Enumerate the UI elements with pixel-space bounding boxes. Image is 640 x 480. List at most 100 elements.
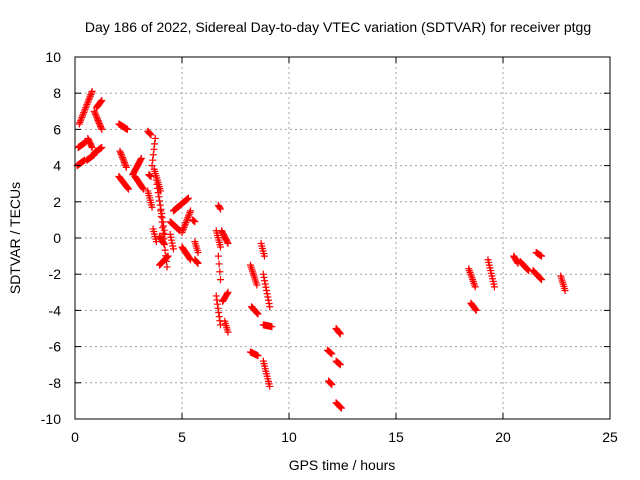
data-point <box>266 303 274 311</box>
data-point <box>538 276 546 284</box>
data-point <box>157 212 165 220</box>
data-point <box>117 150 125 158</box>
data-point <box>327 380 335 388</box>
data-point <box>80 109 88 117</box>
data-point <box>150 145 158 153</box>
data-point <box>117 149 125 157</box>
data-point <box>181 222 189 230</box>
data-point <box>337 404 345 412</box>
data-point <box>119 154 127 162</box>
x-tick-label: 10 <box>281 429 297 445</box>
data-point <box>90 107 98 115</box>
data-point <box>120 157 128 165</box>
data-point <box>260 252 268 260</box>
data-point <box>76 118 84 126</box>
data-point <box>214 304 222 312</box>
data-point <box>146 172 154 180</box>
data-point <box>77 115 85 123</box>
data-point <box>87 89 95 97</box>
data-point <box>86 92 94 100</box>
data-point <box>83 100 91 108</box>
data-point <box>84 99 92 107</box>
data-point <box>159 224 167 232</box>
data-point <box>160 235 168 243</box>
data-point <box>158 218 166 226</box>
data-point <box>263 290 271 298</box>
data-point <box>193 259 201 267</box>
data-point <box>217 276 225 284</box>
data-point <box>537 275 545 283</box>
data-point <box>154 184 162 192</box>
data-point <box>185 210 193 218</box>
data-point <box>81 105 89 113</box>
x-tick-label: 20 <box>495 429 511 445</box>
y-tick-label: 10 <box>45 49 61 65</box>
data-point <box>157 207 165 215</box>
data-point <box>538 252 546 260</box>
data-point <box>260 273 268 281</box>
data-point <box>253 309 261 317</box>
data-point <box>95 118 103 126</box>
data-point <box>147 172 155 180</box>
data-point <box>261 280 269 288</box>
axis-ticks: -10 -8 -6 -4 -2 0 2 4 6 8 10 0 5 10 15 20 25 <box>41 49 618 445</box>
data-point <box>217 321 225 329</box>
data-point <box>137 154 145 162</box>
data-point <box>193 258 201 266</box>
data-point <box>179 225 187 233</box>
data-point <box>125 185 132 193</box>
data-point <box>91 109 99 117</box>
data-point <box>119 155 127 163</box>
y-axis-label: SDTVAR / TECUs <box>7 182 23 294</box>
data-point <box>97 97 105 105</box>
data-point <box>223 289 231 297</box>
data-point <box>224 328 232 336</box>
data-point <box>88 144 96 151</box>
data-point <box>96 121 104 129</box>
data-point <box>179 227 187 235</box>
x-axis-label: GPS time / hours <box>289 457 396 473</box>
data-point <box>194 248 202 256</box>
data-point <box>183 215 191 223</box>
data-point <box>116 147 124 155</box>
data-point <box>123 183 131 191</box>
data-point <box>184 194 192 202</box>
y-tick-label: -6 <box>49 339 62 355</box>
data-point <box>75 120 83 128</box>
data-point <box>156 197 164 205</box>
data-point <box>536 274 544 282</box>
data-point <box>97 122 105 130</box>
data-point <box>123 125 131 133</box>
data-point <box>253 309 261 317</box>
data-point <box>187 207 195 215</box>
y-tick-label: -2 <box>49 266 62 282</box>
data-point <box>124 184 132 192</box>
data-points <box>73 87 569 412</box>
data-point <box>185 212 193 220</box>
data-point <box>79 110 87 118</box>
data-point <box>523 265 531 273</box>
data-point <box>259 270 267 278</box>
data-point <box>162 252 170 260</box>
data-point <box>152 176 160 184</box>
data-point <box>94 116 102 124</box>
data-point <box>178 229 186 237</box>
data-point <box>169 245 177 253</box>
data-point <box>151 140 159 148</box>
data-point <box>77 117 85 125</box>
data-point <box>561 286 569 294</box>
data-point <box>159 229 167 237</box>
data-point <box>194 259 202 267</box>
data-point <box>213 300 221 308</box>
data-point <box>472 306 480 314</box>
data-point <box>149 156 157 164</box>
data-point <box>151 134 159 142</box>
data-point <box>182 219 190 227</box>
data-point <box>97 124 105 132</box>
data-point <box>163 253 171 261</box>
data-point <box>87 91 95 99</box>
data-point <box>122 162 130 170</box>
data-point <box>190 217 198 225</box>
y-tick-label: 6 <box>53 121 61 137</box>
